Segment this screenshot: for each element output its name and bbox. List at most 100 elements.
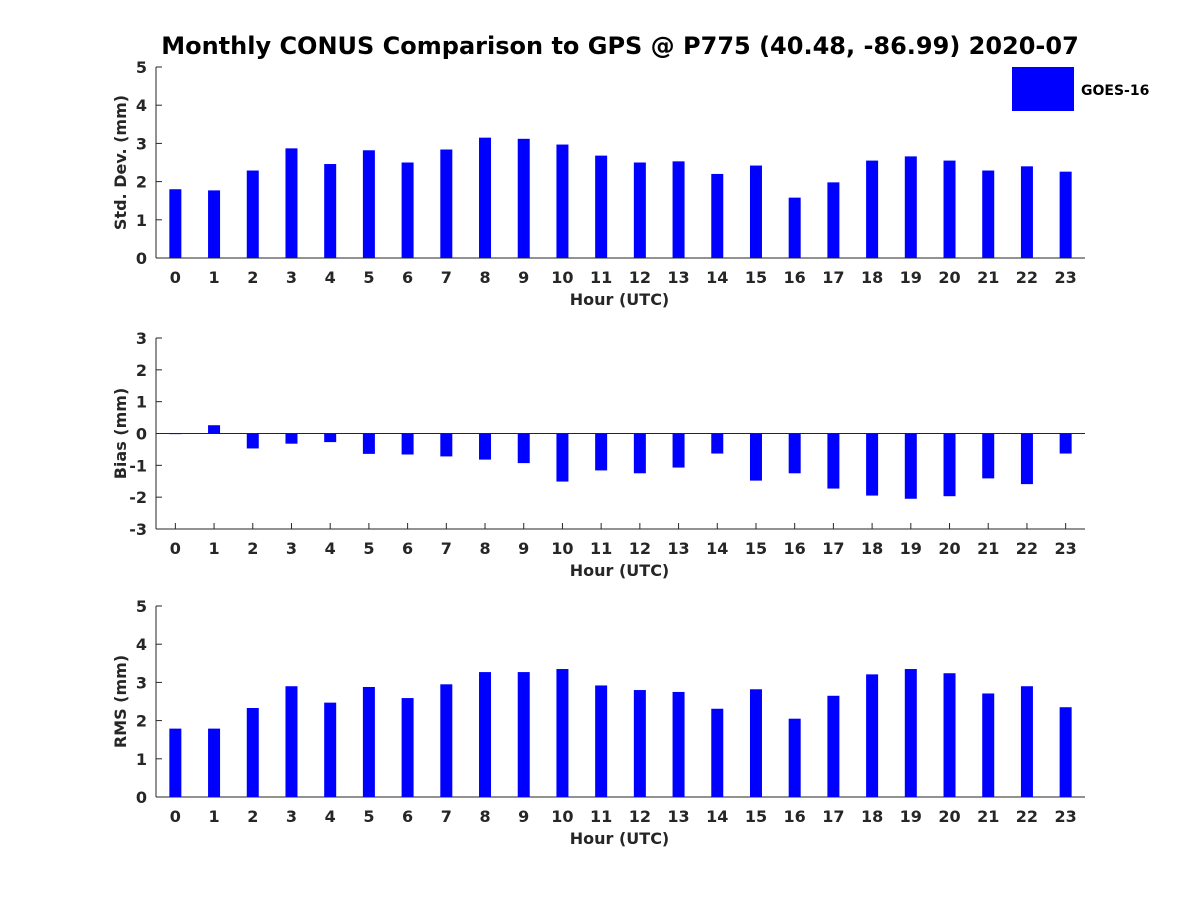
bar-hour-22 bbox=[1020, 166, 1033, 258]
bar-hour-13 bbox=[672, 691, 685, 797]
y-tick-label: 0 bbox=[136, 788, 147, 807]
bar-hour-22 bbox=[1020, 686, 1033, 797]
x-tick-label: 23 bbox=[1055, 539, 1077, 558]
bar-hour-10 bbox=[556, 144, 569, 258]
bar-hour-23 bbox=[1059, 171, 1072, 258]
bar-hour-21 bbox=[982, 433, 995, 479]
bar-hour-17 bbox=[827, 182, 840, 258]
x-tick-label: 5 bbox=[363, 268, 374, 287]
y-axis-label: Std. Dev. (mm) bbox=[111, 95, 130, 230]
x-axis-label: Hour (UTC) bbox=[570, 561, 670, 580]
bar-hour-18 bbox=[866, 160, 879, 258]
bar-hour-3 bbox=[285, 686, 298, 797]
y-tick-label: 1 bbox=[136, 393, 147, 412]
bar-hour-10 bbox=[556, 433, 569, 482]
bar-hour-14 bbox=[711, 173, 724, 258]
x-tick-label: 8 bbox=[479, 268, 490, 287]
bar-hour-14 bbox=[711, 433, 724, 454]
y-tick-label: 3 bbox=[136, 329, 147, 348]
bar-hour-23 bbox=[1059, 433, 1072, 454]
bar-hour-15 bbox=[749, 165, 762, 258]
y-tick-label: 0 bbox=[136, 425, 147, 444]
x-tick-label: 10 bbox=[551, 268, 573, 287]
x-tick-label: 20 bbox=[938, 268, 960, 287]
x-tick-label: 22 bbox=[1016, 539, 1038, 558]
bar-hour-19 bbox=[904, 669, 917, 797]
x-tick-label: 20 bbox=[938, 807, 960, 826]
x-tick-label: 4 bbox=[325, 807, 336, 826]
x-tick-label: 22 bbox=[1016, 268, 1038, 287]
bar-hour-10 bbox=[556, 669, 569, 797]
y-tick-label: 3 bbox=[136, 134, 147, 153]
bar-hour-14 bbox=[711, 708, 724, 797]
x-tick-label: 11 bbox=[590, 268, 612, 287]
bar-hour-4 bbox=[324, 433, 337, 443]
y-tick-label: 1 bbox=[136, 750, 147, 769]
x-tick-label: 17 bbox=[822, 539, 844, 558]
x-tick-label: 8 bbox=[479, 807, 490, 826]
y-tick-label: 2 bbox=[136, 173, 147, 192]
x-tick-label: 0 bbox=[170, 539, 181, 558]
x-tick-label: 21 bbox=[977, 539, 999, 558]
x-tick-label: 22 bbox=[1016, 807, 1038, 826]
y-tick-label: 0 bbox=[136, 249, 147, 268]
x-tick-label: 1 bbox=[208, 539, 219, 558]
x-tick-label: 0 bbox=[170, 268, 181, 287]
x-tick-label: 18 bbox=[861, 807, 883, 826]
legend: GOES-16 bbox=[1012, 67, 1149, 111]
x-tick-label: 14 bbox=[706, 807, 728, 826]
x-tick-label: 16 bbox=[784, 539, 806, 558]
bar-hour-21 bbox=[982, 693, 995, 797]
x-tick-label: 12 bbox=[629, 807, 651, 826]
bar-hour-15 bbox=[749, 433, 762, 481]
x-tick-label: 3 bbox=[286, 539, 297, 558]
x-tick-label: 19 bbox=[900, 807, 922, 826]
bar-hour-0 bbox=[169, 189, 182, 258]
bar-hour-7 bbox=[440, 684, 453, 797]
y-tick-label: 5 bbox=[136, 58, 147, 77]
bar-hour-9 bbox=[517, 138, 530, 258]
bar-hour-7 bbox=[440, 149, 453, 258]
y-tick-label: 1 bbox=[136, 211, 147, 230]
x-axis-label: Hour (UTC) bbox=[570, 290, 670, 309]
bar-hour-7 bbox=[440, 433, 453, 457]
bar-hour-11 bbox=[595, 433, 608, 471]
x-tick-label: 7 bbox=[441, 268, 452, 287]
x-tick-label: 19 bbox=[900, 539, 922, 558]
x-tick-label: 21 bbox=[977, 807, 999, 826]
x-tick-label: 17 bbox=[822, 807, 844, 826]
x-tick-label: 19 bbox=[900, 268, 922, 287]
bar-hour-5 bbox=[362, 433, 375, 454]
y-tick-label: 4 bbox=[136, 96, 147, 115]
x-tick-label: 21 bbox=[977, 268, 999, 287]
x-tick-label: 11 bbox=[590, 539, 612, 558]
bar-hour-13 bbox=[672, 161, 685, 258]
bar-hour-2 bbox=[246, 170, 259, 258]
y-axis-label: Bias (mm) bbox=[111, 388, 130, 480]
x-tick-label: 0 bbox=[170, 807, 181, 826]
bar-hour-22 bbox=[1020, 433, 1033, 485]
bar-hour-1 bbox=[208, 728, 221, 797]
bar-hour-9 bbox=[517, 672, 530, 797]
x-tick-label: 13 bbox=[667, 268, 689, 287]
bar-hour-6 bbox=[401, 433, 414, 455]
bar-hour-8 bbox=[479, 137, 492, 258]
x-tick-label: 2 bbox=[247, 268, 258, 287]
bar-hour-3 bbox=[285, 148, 298, 258]
legend-label: GOES-16 bbox=[1081, 83, 1149, 99]
bar-hour-4 bbox=[324, 702, 337, 797]
bar-hour-11 bbox=[595, 685, 608, 797]
x-tick-label: 7 bbox=[441, 807, 452, 826]
x-tick-label: 16 bbox=[784, 807, 806, 826]
bar-hour-15 bbox=[749, 689, 762, 797]
x-tick-label: 12 bbox=[629, 539, 651, 558]
x-tick-label: 12 bbox=[629, 268, 651, 287]
x-tick-label: 11 bbox=[590, 807, 612, 826]
bar-hour-12 bbox=[633, 162, 646, 258]
y-tick-label: 3 bbox=[136, 673, 147, 692]
bar-hour-1 bbox=[208, 425, 221, 434]
x-tick-label: 6 bbox=[402, 807, 413, 826]
